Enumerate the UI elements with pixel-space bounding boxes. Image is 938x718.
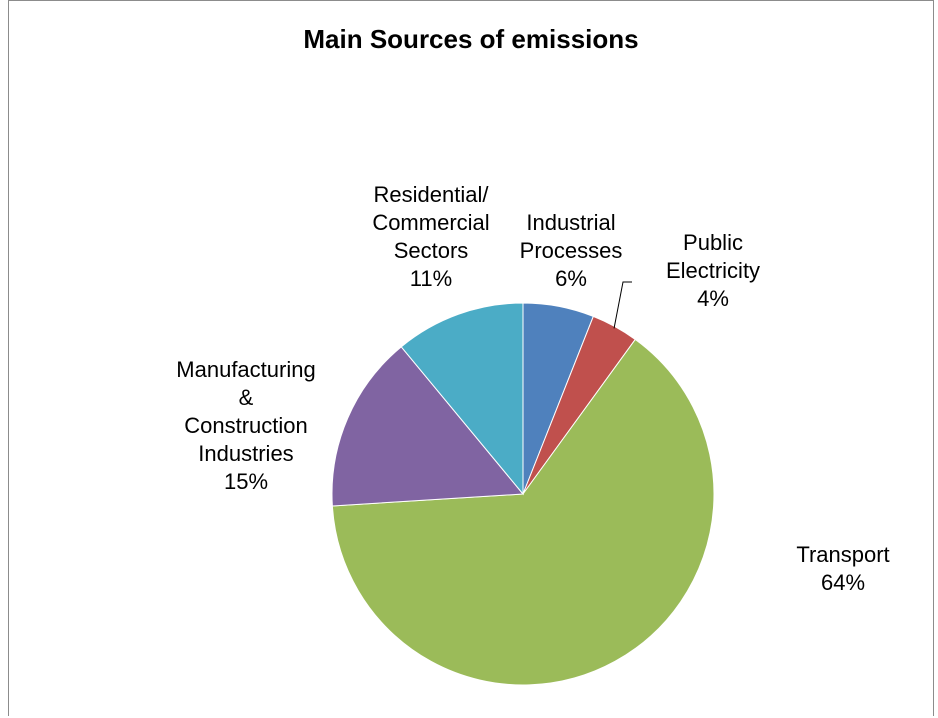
pie-labels: Industrial Processes 6% Public Electricity 4%… bbox=[176, 182, 889, 595]
slice-label-public-electricity: Public Electricity 4% bbox=[666, 230, 760, 311]
leader-line-public-electricity bbox=[613, 281, 632, 329]
pie-slice-transport bbox=[331, 338, 715, 686]
slice-label-residential-commercial-sectors: Residential/Commercial Sectors 11% bbox=[372, 182, 489, 291]
chart-title: Main Sources of emissions bbox=[303, 24, 638, 54]
slice-label-industrial-processes: Industrial Processes 6% bbox=[520, 210, 623, 291]
pie-slice-residential-commercial-sectors bbox=[400, 302, 524, 496]
pie-slices bbox=[331, 302, 715, 686]
slice-label-manufacturing-construction-industries: Manufacturing & Construction Industries 15% bbox=[176, 357, 315, 494]
pie-slice-manufacturing-construction-industries bbox=[331, 346, 525, 507]
slice-label-transport: Transport 64% bbox=[796, 542, 889, 595]
